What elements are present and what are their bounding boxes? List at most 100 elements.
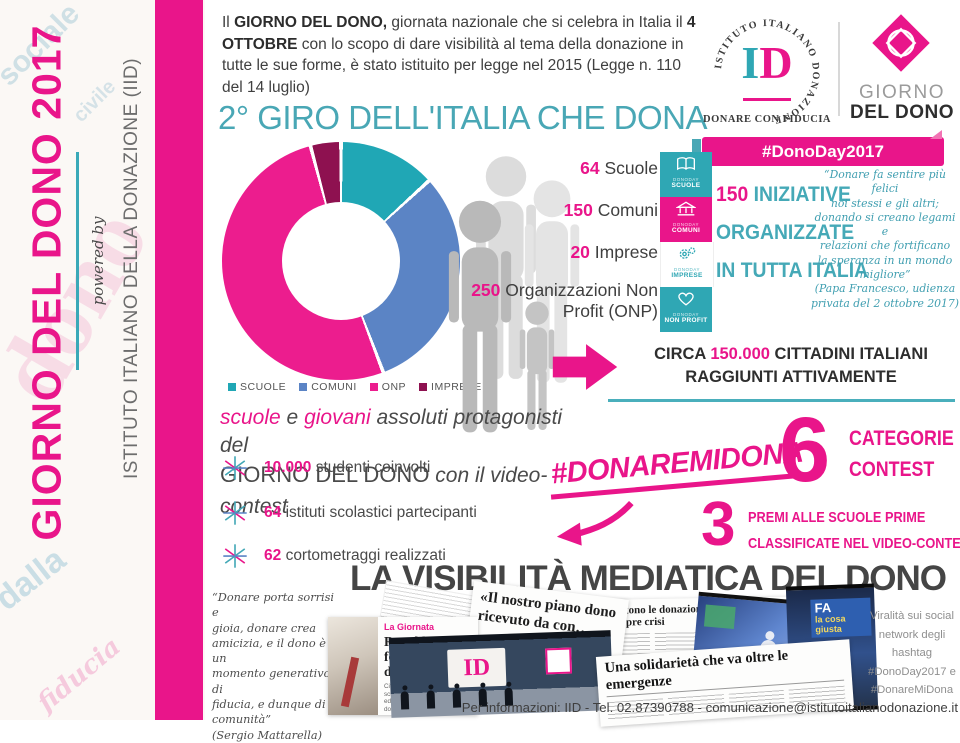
bullet-number: 64 bbox=[264, 504, 282, 521]
curved-arrow-icon bbox=[556, 500, 634, 546]
asterisk-icon bbox=[223, 544, 247, 568]
iniziative-line3: IN TUTTA ITALIA bbox=[716, 259, 869, 282]
reach-line2: RAGGIUNTI ATTIVAMENTE bbox=[685, 368, 897, 386]
iid-letter-d: D bbox=[759, 37, 793, 88]
legend-label: ONP bbox=[381, 381, 407, 393]
quote-attribution: (Sergio Mattarella) bbox=[212, 728, 323, 742]
teal-divider-line bbox=[608, 399, 955, 402]
donut-hole bbox=[282, 202, 400, 320]
gears-icon bbox=[677, 247, 697, 266]
stat-value: 64 bbox=[580, 158, 600, 178]
asterisk-icon bbox=[223, 501, 247, 525]
donoday-icon-strip: DONODAY SCUOLE DONODAY COMUNI DONODAY IM… bbox=[660, 152, 714, 332]
stat-comuni: 150 Comuni bbox=[440, 200, 658, 221]
strip-category-label: NON PROFIT bbox=[664, 317, 708, 324]
legend-label: COMUNI bbox=[311, 381, 357, 393]
book-icon bbox=[676, 157, 696, 176]
organization-name-vertical: ISTITUTO ITALIANO DELLA DONAZIONE (IID) bbox=[121, 57, 142, 479]
legend-swatch-imprese bbox=[419, 383, 428, 391]
bullet-label: istituti scolastici partecipanti bbox=[285, 504, 477, 521]
sidebar-divider-line bbox=[76, 152, 79, 370]
strip-category-label: COMUNI bbox=[671, 227, 701, 234]
banner-label: #DonoDay2017 bbox=[762, 142, 884, 161]
pink-accent-bar bbox=[155, 0, 203, 720]
reach-line1: CIRCA 150.000 CITTADINI ITALIANI bbox=[624, 343, 958, 366]
protagonists-line1: scuole e giovani assoluti protagonisti d… bbox=[220, 404, 580, 460]
heart-icon bbox=[676, 292, 696, 311]
stat-onp: 250 Organizzazioni Non Profit (ONP) bbox=[440, 280, 658, 322]
iid-circular-text: ISTITUTO ITALIANO DONAZIONE bbox=[713, 18, 820, 126]
social-virality-note: Viralità sui social network degli hashta… bbox=[868, 610, 956, 696]
banner-fold bbox=[930, 130, 942, 139]
person-silhouette bbox=[448, 200, 512, 433]
legend-item: SCUOLE bbox=[228, 381, 286, 393]
legend-swatch-scuole bbox=[228, 383, 236, 391]
strip-brand-label: DONODAY bbox=[674, 267, 700, 272]
stat-imprese: 20 Imprese bbox=[440, 242, 658, 263]
legend-label: SCUOLE bbox=[240, 381, 287, 393]
categorie-label: CATEGORIE bbox=[849, 427, 954, 450]
stat-value: 150 bbox=[563, 200, 593, 220]
quote-text: “Donare porta sorrisi e gioia, donare cr… bbox=[212, 591, 335, 727]
strip-brand-label: DONODAY bbox=[673, 177, 699, 182]
legend-swatch-onp bbox=[369, 383, 378, 391]
bullet-label: studenti coinvolti bbox=[315, 459, 431, 476]
bullet-label: cortometraggi realizzati bbox=[285, 547, 446, 564]
intro-text: Il bbox=[222, 14, 235, 31]
intro-paragraph: Il GIORNO DEL DONO, giornata nazionale c… bbox=[222, 12, 696, 98]
bullet-studenti: 10.000 studenti coinvolti bbox=[222, 455, 552, 481]
bullet-istituti: 64 istituti scolastici partecipanti bbox=[222, 500, 552, 526]
watermark-word: civile bbox=[69, 75, 121, 127]
strip-brand-label: DONODAY bbox=[673, 222, 699, 227]
mattarella-quote: “Donare porta sorrisi e gioia, donare cr… bbox=[212, 590, 340, 743]
stat-value: 20 bbox=[570, 242, 590, 262]
intro-bold-giorno: GIORNO DEL DONO, bbox=[234, 14, 388, 31]
strip-square-imprese: DONODAY IMPRESE bbox=[660, 242, 714, 287]
iniziative-line1: 150 INIZIATIVE bbox=[716, 176, 882, 214]
premi-label: PREMI ALLE SCUOLE PRIME bbox=[748, 509, 926, 526]
strip-category-label: IMPRESE bbox=[671, 272, 703, 279]
stat-scuole: 64 Scuole bbox=[440, 158, 658, 179]
legend-item: ONP bbox=[369, 381, 407, 393]
iid-monogram: ID bbox=[703, 40, 831, 86]
reach-number: 150.000 bbox=[710, 345, 770, 363]
contest-6-number: 6 bbox=[779, 399, 831, 501]
bullet-cortometraggi: 62 cortometraggi realizzati bbox=[222, 543, 552, 569]
child-silhouette bbox=[519, 301, 555, 430]
protagonists-text: assoluti protagonisti del bbox=[220, 406, 563, 457]
stat-value: 250 bbox=[471, 280, 501, 300]
stat-label: Imprese bbox=[594, 242, 658, 262]
word-giovani: giovani bbox=[304, 406, 371, 429]
legend-item: COMUNI bbox=[299, 381, 357, 393]
iniziative-number: 150 bbox=[716, 183, 749, 206]
gdd-line1: GIORNO bbox=[858, 82, 946, 103]
word-scuole: scuole bbox=[220, 406, 281, 429]
tv-title-card: FA la cosa giusta bbox=[810, 597, 872, 638]
bullet-text: 62 cortometraggi realizzati bbox=[264, 547, 446, 565]
reach-text: CITTADINI ITALIANI bbox=[769, 345, 928, 363]
stage-diamond-logo bbox=[545, 647, 573, 675]
iniziative-block: 150 INIZIATIVE ORGANIZZATE IN TUTTA ITAL… bbox=[716, 176, 882, 290]
intro-bold-date: 4 OTTOBRE bbox=[222, 14, 696, 53]
strip-square-comuni: DONODAY COMUNI bbox=[660, 197, 712, 242]
tricolor-sash bbox=[340, 656, 360, 708]
museum-icon bbox=[675, 201, 697, 221]
contest-3-labels: PREMI ALLE SCUOLE PRIME CLASSIFICATE NEL … bbox=[748, 505, 960, 557]
contest-3-number: 3 bbox=[701, 490, 736, 559]
iniziative-text: INIZIATIVE bbox=[753, 183, 851, 206]
pope-photo bbox=[328, 617, 378, 715]
stat-label: Scuole bbox=[604, 158, 658, 178]
tv-graphic-panel bbox=[703, 604, 736, 629]
logo-divider bbox=[838, 22, 840, 116]
donoday-hashtag-banner: #DonoDay2017 bbox=[702, 130, 944, 166]
quote-attribution: (Papa Francesco, udienza privata del 2 o… bbox=[810, 282, 960, 310]
word-e: e bbox=[280, 406, 305, 429]
contest-label: CONTEST bbox=[849, 458, 935, 481]
stat-label: Organizzazioni Non Profit (ONP) bbox=[505, 280, 658, 321]
section-heading-giro: 2° GIRO DELL'ITALIA CHE DONA bbox=[218, 99, 708, 136]
bullet-text: 64 istituti scolastici partecipanti bbox=[264, 504, 477, 522]
right-arrow-icon bbox=[552, 344, 618, 390]
legend-swatch-comuni bbox=[299, 383, 308, 391]
stat-label: Comuni bbox=[597, 200, 658, 220]
reach-text: CIRCA bbox=[654, 345, 711, 363]
